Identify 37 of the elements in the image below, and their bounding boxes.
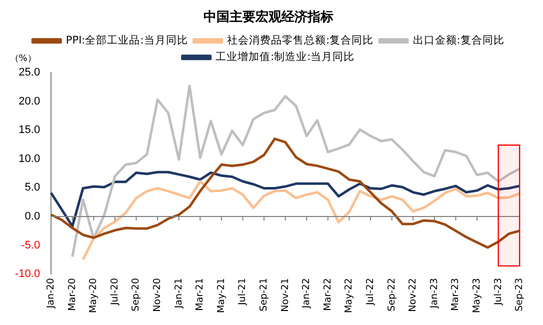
x-tick-label: Mar-22 xyxy=(322,278,334,311)
x-tick-label: Jan-20 xyxy=(46,278,57,310)
x-tick-label: May-21 xyxy=(216,278,227,314)
y-tick-label: 25.0 xyxy=(18,66,40,79)
x-tick-label: Mar-20 xyxy=(66,278,78,311)
x-tick-label: Jan-23 xyxy=(428,278,440,310)
x-tick-label: Nov-22 xyxy=(408,278,419,312)
y-tick-label: -10.0 xyxy=(14,268,40,280)
x-tick-label: May-20 xyxy=(88,278,100,314)
x-tick-label: Mar-21 xyxy=(194,278,206,311)
x-tick-label: Nov-21 xyxy=(280,278,291,312)
x-tick-label: May-22 xyxy=(344,278,355,314)
y-axis-title: （%） xyxy=(10,54,36,64)
chart-title: 中国主要宏观经济指标 xyxy=(204,9,334,26)
x-tick-label: Jan-22 xyxy=(301,278,312,310)
x-tick-label: Jul-22 xyxy=(364,278,376,306)
legend-label: 出口金额:复合同比 xyxy=(412,34,504,47)
y-tick-label: 20.0 xyxy=(18,95,40,108)
x-tick-label: Sep-21 xyxy=(258,278,270,312)
x-tick-label: Jul-23 xyxy=(492,278,504,306)
x-tick-label: Jan-21 xyxy=(173,278,184,310)
x-tick-label: Sep-22 xyxy=(386,278,398,312)
x-tick-label: Nov-20 xyxy=(152,278,164,312)
x-tick-label: Mar-23 xyxy=(450,278,462,311)
x-tick-label: Jul-20 xyxy=(109,278,120,306)
x-tick-label: May-23 xyxy=(471,278,482,314)
x-tick-label: Jul-21 xyxy=(237,278,248,306)
legend-label: PPI:全部工业品:当月同比 xyxy=(66,34,188,47)
y-tick-label: 0.0 xyxy=(24,210,40,222)
x-tick-label: Sep-23 xyxy=(514,278,526,312)
legend-label: 社会消费品零售总额:复合同比 xyxy=(227,34,374,47)
x-tick-label: Sep-20 xyxy=(130,278,142,312)
y-tick-label: 5.0 xyxy=(24,182,40,194)
legend-label: 工业增加值:制造业:当月同比 xyxy=(216,50,355,64)
y-tick-label: 10.0 xyxy=(18,152,40,165)
y-tick-label: -5.0 xyxy=(21,239,40,252)
y-tick-label: 15.0 xyxy=(18,124,40,136)
